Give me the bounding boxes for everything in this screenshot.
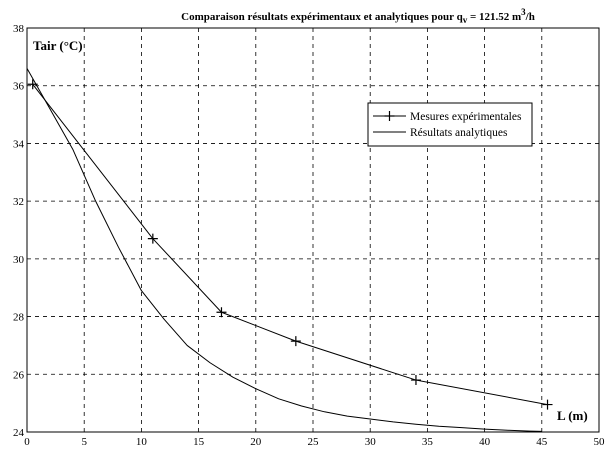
y-tick-label: 28 [13,312,25,324]
x-tick-label: 35 [422,436,434,448]
series-line-analytical [26,68,542,432]
legend: Mesures expérimentales Résultats analyti… [367,102,533,147]
x-tick-label: 0 [24,436,30,448]
x-tick-label: 20 [250,436,262,448]
x-tick-label: 5 [81,436,87,448]
series-line-experimental [32,83,548,406]
ticks: 0 5 10 15 20 25 30 35 40 45 50 24 26 28 30 32 34 36 38 [13,23,605,448]
data-point-plus-marker [147,233,158,244]
x-tick-label: 10 [136,436,148,448]
series-layer [26,68,553,432]
y-tick-label: 24 [13,427,25,439]
x-tick-label: 30 [365,436,377,448]
chart-title: Comparaison résultats expérimentaux et a… [181,7,535,25]
data-point-plus-marker [216,307,227,318]
y-tick-label: 26 [13,369,25,381]
plot-frame [26,27,600,433]
legend-label-analytical: Résultats analytiques [410,127,508,139]
grid [27,28,599,432]
y-axis-label: Tair (°C) [33,38,83,53]
x-axis-label: L (m) [557,408,588,423]
y-tick-label: 30 [13,254,25,266]
data-point-plus-marker [410,375,421,386]
y-tick-label: 34 [13,138,25,150]
x-tick-label: 40 [479,436,491,448]
data-point-plus-marker [290,336,301,347]
legend-marker-plus-icon [384,111,395,121]
y-tick-label: 38 [13,23,25,35]
y-tick-label: 32 [13,196,24,208]
data-point-plus-marker [542,399,553,410]
x-tick-label: 25 [308,436,320,448]
legend-label-experimental: Mesures expérimentales [410,111,522,123]
x-tick-label: 50 [594,436,606,448]
x-tick-label: 45 [536,436,548,448]
x-tick-label: 15 [193,436,205,448]
legend-box [367,102,533,147]
y-tick-label: 36 [13,81,25,93]
